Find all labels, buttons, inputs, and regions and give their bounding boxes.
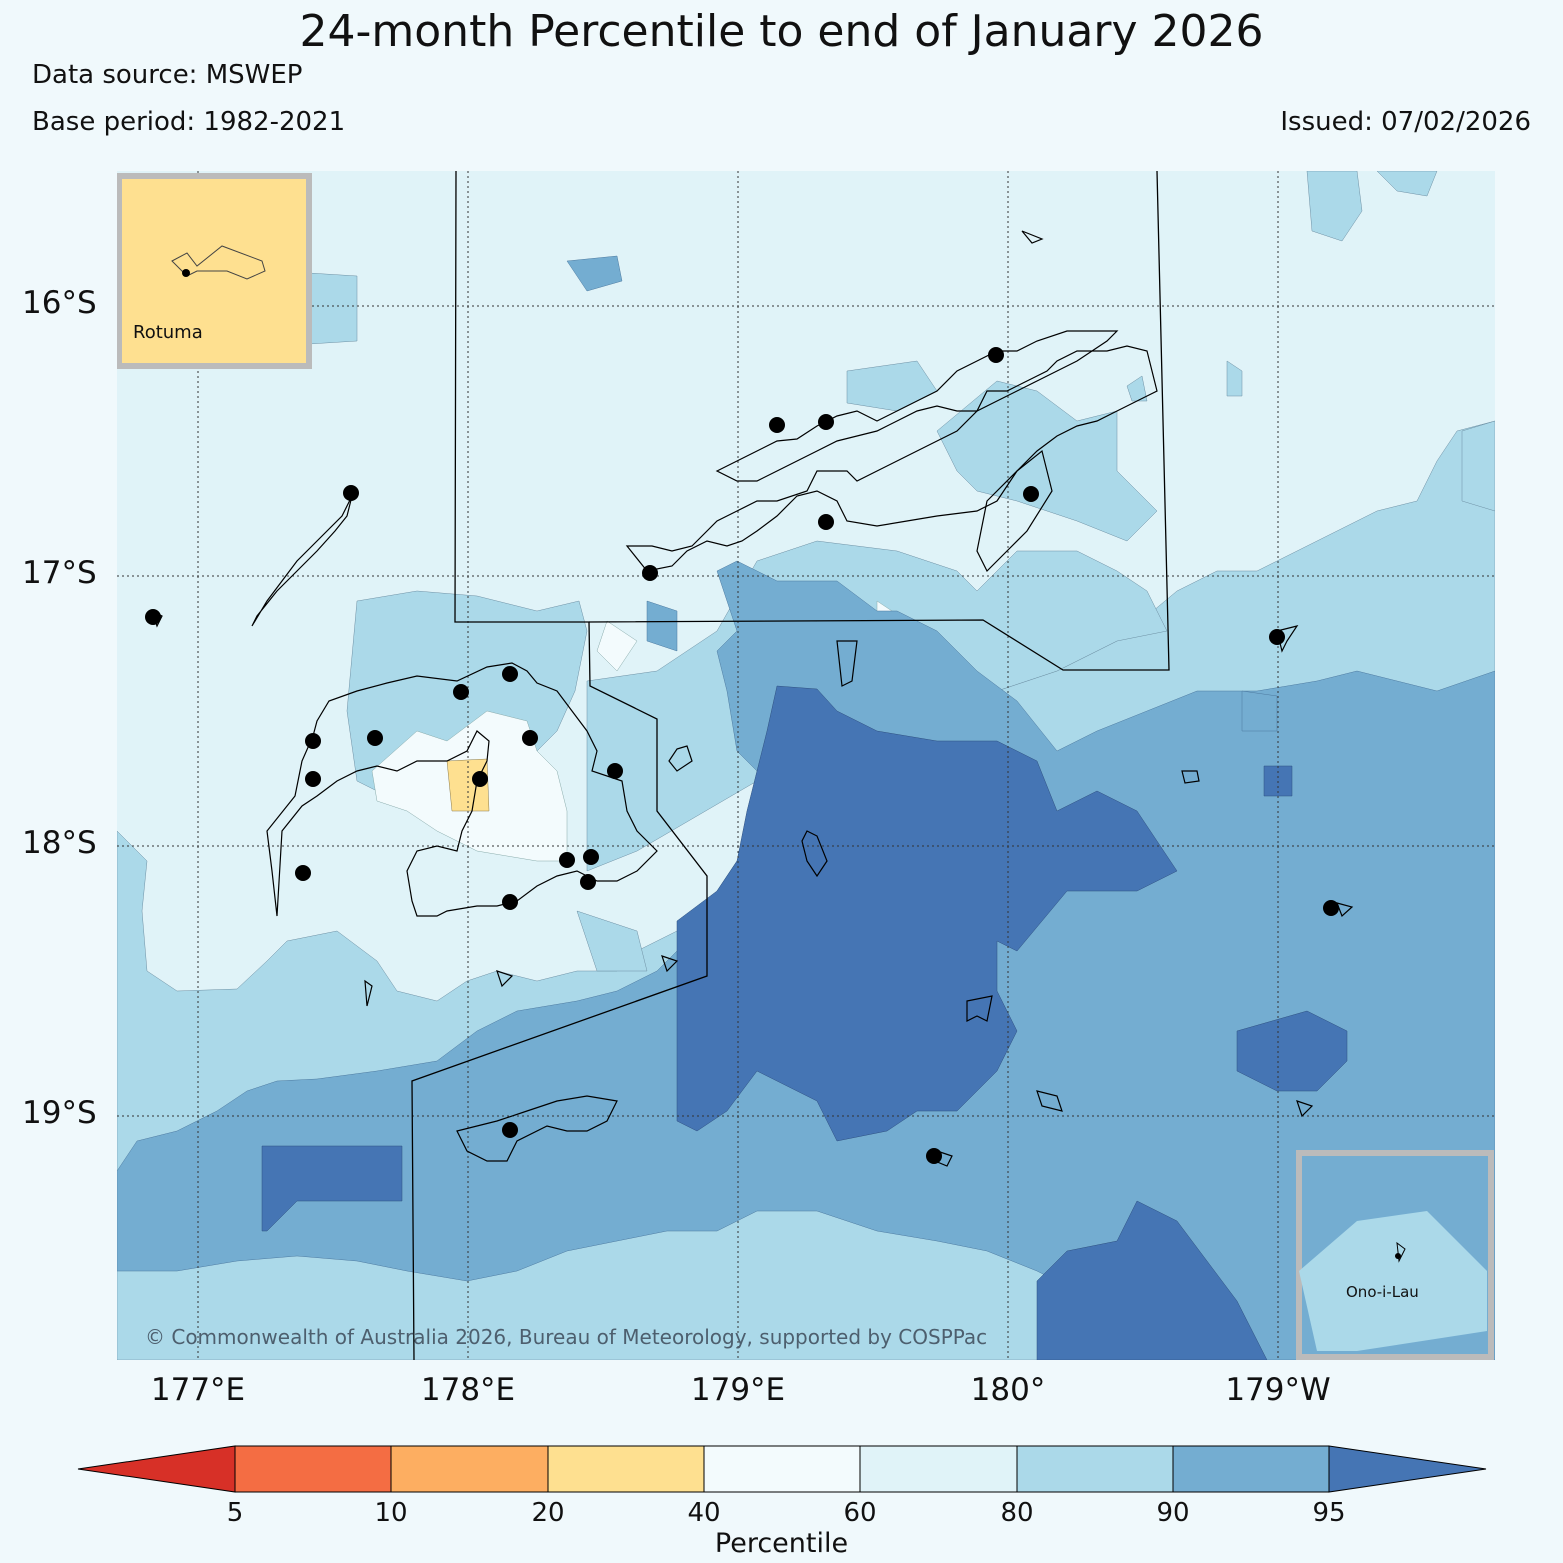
station-dot (583, 849, 599, 865)
moala-coast (801, 830, 828, 878)
lon-label-178e: 178°E (420, 1372, 516, 1408)
lat-label-18s: 18°S (22, 825, 97, 861)
station-dot (305, 771, 321, 787)
station-dot (522, 730, 538, 746)
totoya-small-coast (661, 955, 679, 973)
island-coastlines (150, 230, 1354, 1167)
colorbar-tick-95: 95 (1312, 1498, 1346, 1528)
colorbar-tick-10: 10 (374, 1498, 408, 1528)
station-dot (769, 417, 785, 433)
lat-label-16s: 16°S (22, 285, 97, 321)
qelelevu-coast (1021, 230, 1044, 244)
colorbar-40-60 (703, 1445, 861, 1493)
colorbar-80-90 (1016, 1445, 1174, 1493)
colorbar-20-40 (547, 1445, 705, 1493)
station-dot (453, 684, 469, 700)
viti-levu-coast (266, 662, 658, 917)
colorbar-60-80 (859, 1445, 1018, 1493)
station-dot (607, 763, 623, 779)
colorbar-90-95 (1172, 1445, 1330, 1493)
totoya-coast (966, 995, 993, 1022)
station-dot (502, 894, 518, 910)
rotuma-label: Rotuma (133, 322, 203, 343)
base-period: Base period: 1982-2021 (32, 107, 346, 137)
station-dot (305, 733, 321, 749)
colorbar-label: Percentile (714, 1528, 849, 1559)
station-dot (343, 485, 359, 501)
lon-label-177e: 177°E (150, 1372, 246, 1408)
taveuni-coast (976, 449, 1053, 573)
ogea-coast (1296, 1100, 1314, 1118)
data-source: Data source: MSWEP (32, 60, 303, 90)
matuku-coast (1036, 1090, 1063, 1112)
lat-label-17s: 17°S (22, 555, 97, 591)
colorbar-tick-5: 5 (226, 1498, 244, 1528)
lon-label-180: 180° (970, 1372, 1046, 1408)
graticule (117, 171, 1495, 1360)
lon-label-179e: 179°E (690, 1372, 786, 1408)
station-dot (818, 514, 834, 530)
colorbar-10-20 (390, 1445, 549, 1493)
map-title: 24-month Percentile to end of January 20… (299, 6, 1264, 57)
rainfall-stations (145, 347, 1339, 1164)
kadavu-islet-coast (496, 970, 514, 988)
station-dot (818, 414, 834, 430)
station-dot (988, 347, 1004, 363)
percentile-map (117, 171, 1495, 1360)
issued-date: Issued: 07/02/2026 (1280, 107, 1531, 137)
vanua-balavu-coast (1181, 770, 1200, 784)
colorbar-above-95 (1328, 1445, 1487, 1493)
lat-label-19s: 19°S (22, 1095, 97, 1131)
lakeba-coast (668, 745, 693, 772)
band-above-95-regions (261, 685, 1348, 1360)
copyright-notice: © Commonwealth of Australia 2026, Bureau… (145, 1325, 988, 1349)
vanua-levu-coast (625, 345, 1158, 572)
colorbar-tick-40: 40 (687, 1498, 721, 1528)
yasawa-coast (251, 495, 353, 627)
station-dot (642, 565, 658, 581)
vanua-levu-north-coast (715, 330, 1119, 482)
station-dot (1023, 486, 1039, 502)
station-dot (1323, 900, 1339, 916)
rotuma-inset (117, 173, 312, 369)
station-dot (145, 609, 161, 625)
station-dot (580, 874, 596, 890)
colorbar-tick-90: 90 (1156, 1498, 1190, 1528)
ono-i-lau-label: Ono-i-Lau (1346, 1283, 1419, 1301)
cicia-coast (1276, 625, 1299, 653)
division-boundaries (411, 171, 1170, 1360)
lon-label-179w: 179°W (1225, 1372, 1331, 1408)
beqa-coast (364, 979, 373, 1007)
station-dot (559, 852, 575, 868)
station-dot (367, 730, 383, 746)
lau-island-coast (836, 640, 858, 687)
station-dot (926, 1148, 942, 1164)
colorbar-tick-20: 20 (531, 1498, 565, 1528)
colorbar-tick-60: 60 (843, 1498, 877, 1528)
ono-i-lau-inset (1296, 1150, 1494, 1360)
station-dot (1269, 629, 1285, 645)
colorbar (77, 1445, 1487, 1493)
station-dot (502, 666, 518, 682)
station-dot (295, 865, 311, 881)
kadavu-coast (456, 1095, 618, 1162)
station-dot (472, 771, 488, 787)
fulaga-coast (1336, 902, 1354, 918)
station-dot (502, 1122, 518, 1138)
colorbar-5-10 (234, 1445, 392, 1493)
colorbar-below-5 (77, 1445, 236, 1493)
colorbar-tick-80: 80 (1000, 1498, 1034, 1528)
